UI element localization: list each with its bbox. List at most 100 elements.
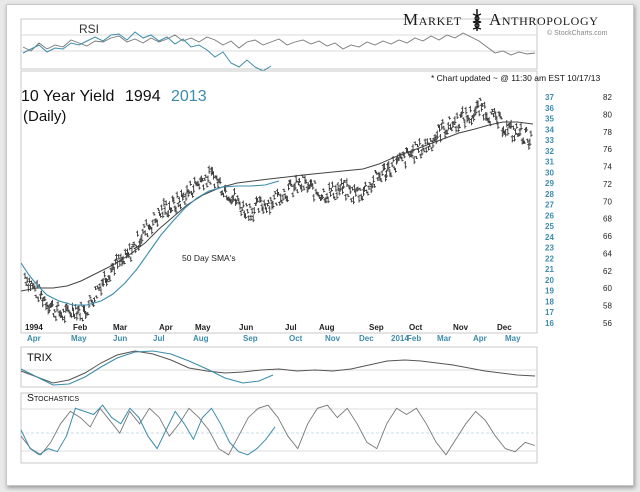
price-bar [24, 281, 28, 287]
price-bar [203, 177, 207, 181]
price-bar [415, 143, 419, 148]
price-bar [145, 233, 149, 238]
price-bar [478, 97, 482, 101]
price-bar [250, 207, 254, 215]
price-bar [295, 189, 299, 194]
price-bar [322, 188, 326, 193]
price-bar [47, 304, 51, 313]
price-bar [161, 211, 165, 219]
price-bar [474, 105, 478, 115]
price-bar [176, 202, 180, 208]
price-bar [380, 170, 384, 176]
price-bar [422, 149, 426, 153]
price-bar [235, 199, 239, 204]
x-tick-1994: Oct [409, 323, 423, 332]
price-bar [152, 212, 156, 216]
updated-note: * Chart updated ~ @ 11:30 am EST 10/17/1… [431, 73, 600, 83]
price-bar [302, 185, 306, 191]
price-bar [40, 290, 44, 296]
y-tick-2013: 36 [545, 104, 554, 113]
price-bar [207, 165, 211, 174]
price-bar [63, 315, 67, 324]
price-bar [88, 294, 92, 299]
price-bar [150, 226, 154, 235]
price-bar [54, 315, 58, 322]
price-bar [249, 214, 253, 221]
price-bar [215, 175, 219, 181]
price-bar [423, 138, 427, 145]
price-bar [273, 190, 277, 195]
title-year-2013: 2013 [171, 88, 207, 105]
price-bar [421, 144, 425, 151]
y-tick-2013: 31 [545, 158, 554, 167]
y-tick-2013: 19 [545, 287, 554, 296]
price-bar [387, 161, 391, 170]
price-bar [108, 275, 112, 283]
brand-name-left: Market [403, 10, 462, 29]
price-bar [376, 177, 380, 181]
x-tick-2013: Mar [437, 334, 451, 343]
price-bar [205, 182, 209, 188]
price-bar [435, 130, 439, 140]
y-tick-2013: 29 [545, 179, 554, 188]
sma-annotation: 50 Day SMA's [182, 253, 236, 263]
price-bar [76, 306, 80, 315]
price-bar [281, 194, 285, 201]
price-bar [248, 203, 252, 209]
price-bar [372, 183, 376, 188]
price-bar [241, 200, 245, 208]
price-bar [36, 296, 40, 303]
price-bar [443, 130, 447, 139]
price-bar [336, 182, 340, 191]
price-bar [175, 191, 179, 199]
y-tick-2013: 16 [545, 319, 554, 328]
price-bar [23, 272, 27, 279]
price-bar [346, 193, 350, 198]
price-bar [101, 278, 105, 287]
trix-line-2013 [20, 350, 536, 384]
y-tick-2013: 27 [545, 201, 554, 210]
price-bar [382, 163, 386, 171]
price-bar [221, 192, 225, 198]
price-bar [300, 183, 304, 193]
price-bar [358, 187, 362, 191]
price-bar [335, 191, 339, 200]
price-bar [75, 311, 79, 321]
price-bar [253, 202, 257, 206]
price-bar [460, 111, 464, 118]
price-bar [55, 304, 59, 312]
price-bar [420, 148, 424, 156]
price-bar [86, 312, 90, 316]
price-bar [490, 108, 494, 113]
price-bar [155, 219, 159, 227]
x-tick-2013: Jul [153, 334, 165, 343]
price-bar [333, 196, 337, 201]
x-tick-2013: Feb [407, 334, 421, 343]
price-bar [357, 194, 361, 203]
price-bar [469, 117, 473, 126]
brand-logo: Market Anthropology © StockCharts.com [403, 9, 608, 37]
price-bar [256, 198, 260, 203]
y-tick-2013: 21 [545, 265, 554, 274]
price-bar [334, 184, 338, 192]
price-bar [464, 106, 468, 115]
x-tick-1994: Mar [113, 323, 127, 332]
price-bar [431, 139, 435, 149]
y-tick-1994: 66 [603, 232, 612, 241]
price-bar [25, 276, 29, 283]
price-bar [232, 188, 236, 196]
price-bar [139, 237, 143, 245]
x-tick-1994: Jul [285, 323, 297, 332]
price-bar [518, 127, 522, 136]
price-bar [212, 171, 216, 180]
price-bar [268, 205, 272, 215]
x-tick-1994: 1994 [25, 323, 43, 332]
y-tick-2013: 32 [545, 147, 554, 156]
stochastics-panel: Stochastics [20, 392, 538, 464]
price-bar [313, 180, 317, 184]
price-bar [102, 270, 106, 278]
price-bar [312, 194, 316, 202]
price-bar [56, 301, 60, 307]
price-bar [114, 253, 118, 261]
price-bar [174, 206, 178, 214]
